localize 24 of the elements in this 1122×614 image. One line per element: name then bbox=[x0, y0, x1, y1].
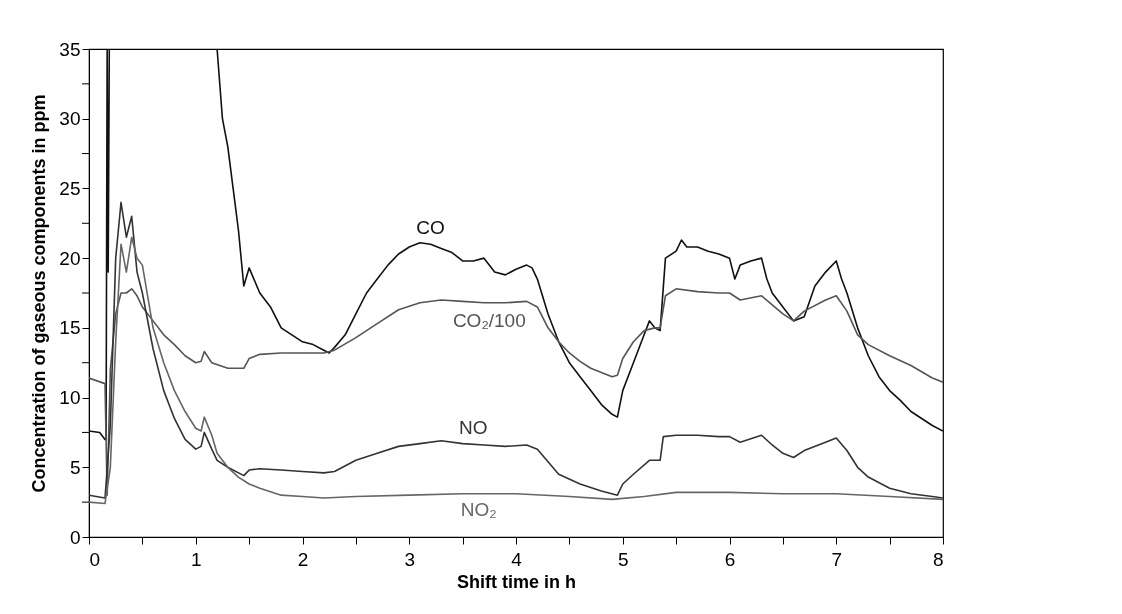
series-label: NO₂ bbox=[460, 498, 497, 520]
y-tick-label: 25 bbox=[59, 177, 81, 199]
x-tick-label: 0 bbox=[89, 548, 101, 570]
x-tick-label: 3 bbox=[404, 548, 416, 570]
y-tick-label: 0 bbox=[69, 526, 81, 548]
x-axis-title: Shift time in h bbox=[457, 571, 576, 592]
y-tick-label: 35 bbox=[59, 38, 81, 60]
y-tick-label: 5 bbox=[69, 456, 81, 478]
series-label: CO bbox=[416, 217, 445, 239]
y-axis-title: Concentration of gaseous components in ppm bbox=[29, 94, 50, 493]
x-tick-label: 4 bbox=[511, 548, 523, 570]
line-series bbox=[89, 288, 943, 496]
x-tick-label: 2 bbox=[297, 548, 309, 570]
y-tick-label: 30 bbox=[59, 108, 81, 130]
x-tick-label: 5 bbox=[617, 548, 629, 570]
x-tick-label: 8 bbox=[932, 548, 944, 570]
y-tick-label: 10 bbox=[59, 387, 81, 409]
series-label: CO₂/100 bbox=[452, 309, 526, 331]
y-tick-label: 20 bbox=[59, 247, 81, 269]
series-label: NO bbox=[459, 417, 488, 439]
x-tick-label: 1 bbox=[190, 548, 202, 570]
x-tick-label: 7 bbox=[831, 548, 843, 570]
x-tick-label: 6 bbox=[724, 548, 736, 570]
y-tick-label: 15 bbox=[59, 317, 81, 339]
